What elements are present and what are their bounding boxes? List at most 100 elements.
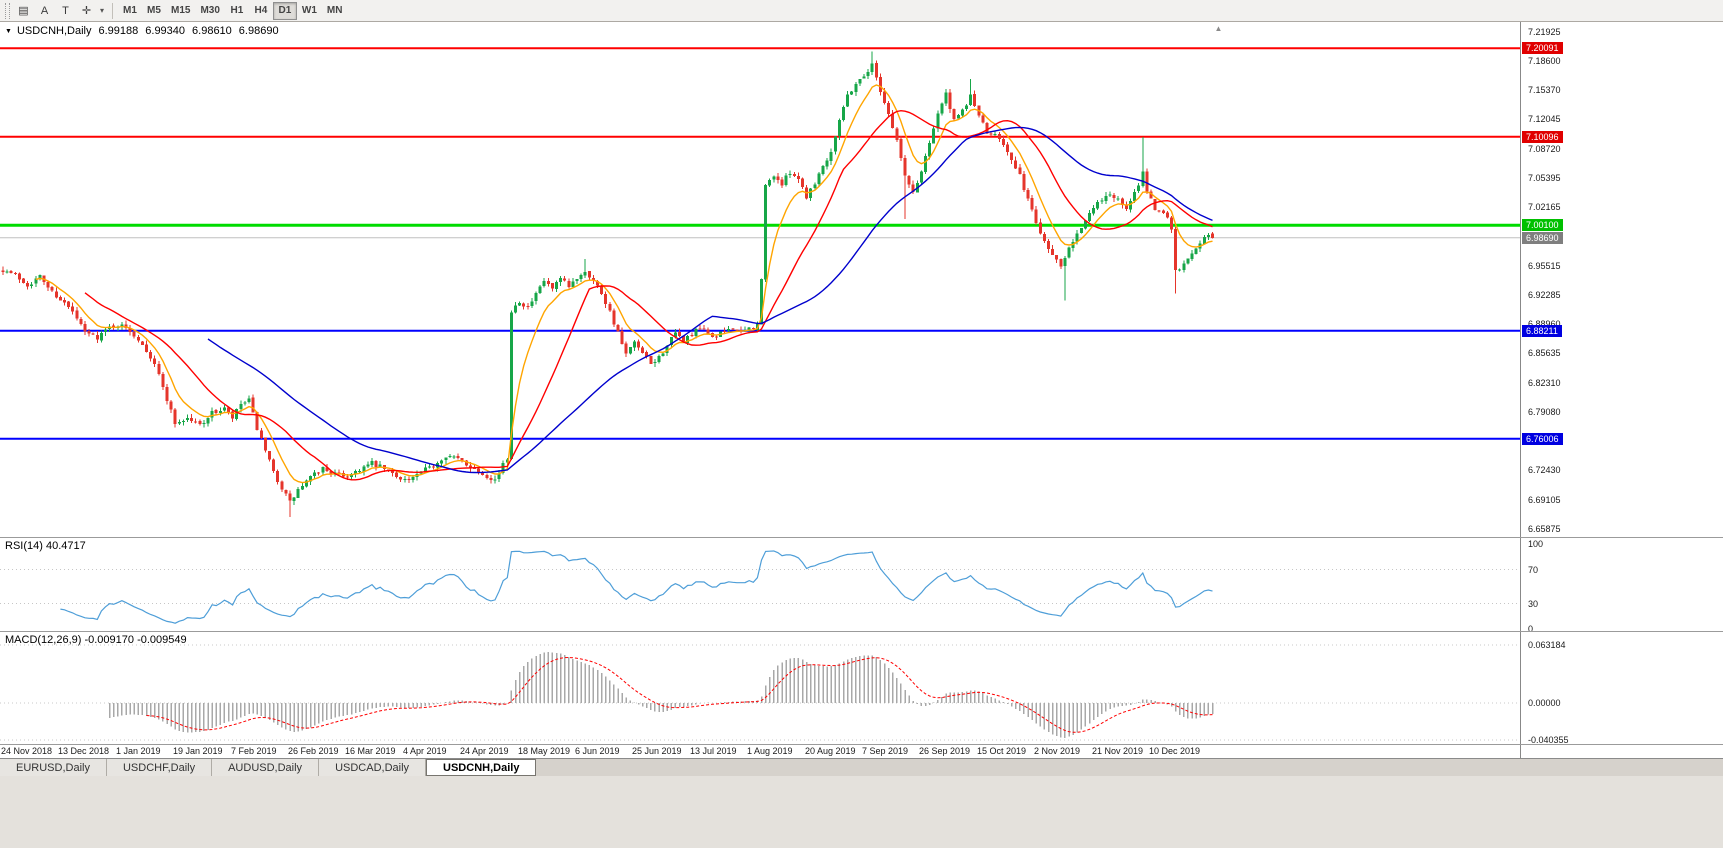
date-label: 24 Apr 2019 <box>460 746 509 756</box>
date-label: 20 Aug 2019 <box>805 746 856 756</box>
macd-canvas[interactable] <box>0 632 1520 744</box>
date-label: 10 Dec 2019 <box>1149 746 1201 756</box>
symbol-dropdown-icon[interactable]: ▼ <box>5 27 12 35</box>
charts-list-icon[interactable]: ▤ <box>18 5 29 17</box>
date-label: 7 Feb 2019 <box>231 746 277 756</box>
price-tick: 6.95515 <box>1528 261 1561 271</box>
date-label: 19 Jan 2019 <box>173 746 223 756</box>
date-label: 25 Jun 2019 <box>632 746 682 756</box>
date-label: 16 Mar 2019 <box>345 746 396 756</box>
symbol-label: USDCNH,Daily <box>16 25 92 37</box>
price-label-7.20091: 7.20091 <box>1522 42 1563 54</box>
time-axis-labels: 24 Nov 2018 13 Dec 2018 1 Jan 2019 19 Jan 2… <box>0 745 1520 758</box>
rsi-line <box>60 550 1213 624</box>
price-tick: 6.69105 <box>1528 495 1561 505</box>
timeframe-button-d1[interactable]: D1 <box>272 1 297 20</box>
price-tick: 6.72430 <box>1528 465 1561 475</box>
price-tick: 6.88960 <box>1528 319 1561 329</box>
tab-usdcnh[interactable]: USDCNH,Daily <box>426 759 537 776</box>
rsi-plot[interactable]: RSI(14) 40.4717 <box>0 538 1520 631</box>
price-tick: 6.85635 <box>1528 348 1561 358</box>
chart-tabs: EURUSD,Daily USDCHF,Daily AUDUSD,Daily USDC… <box>0 758 1723 776</box>
date-label: 21 Nov 2019 <box>1092 746 1144 756</box>
macd-label: MACD(12,26,9) -0.009170 -0.009549 <box>5 634 187 646</box>
macd-tick: 0.063184 <box>1528 640 1566 650</box>
crosshair-tool-icon[interactable]: ✛ <box>81 5 92 17</box>
tab-usdchf[interactable]: USDCHF,Daily <box>106 759 213 776</box>
main-chart-canvas[interactable] <box>0 22 1520 537</box>
crosshair-dropdown-icon[interactable]: ▾ <box>99 6 104 15</box>
macd-plot[interactable]: MACD(12,26,9) -0.009170 -0.009549 <box>0 632 1520 744</box>
date-label: 6 Jun 2019 <box>575 746 620 756</box>
time-axis-corner <box>1520 745 1723 758</box>
price-tick: 7.21925 <box>1528 27 1561 37</box>
macd-tick: 0.00000 <box>1528 698 1561 708</box>
arrow-tool-icon[interactable]: A <box>40 4 49 17</box>
window-background <box>0 776 1723 848</box>
current-price-label: 6.98690 <box>1522 232 1563 244</box>
main-chart-panel: ▼ USDCNH,Daily 6.99188 6.99340 6.98610 6… <box>0 22 1723 537</box>
price-axis[interactable]: 7.21925 7.18600 7.15370 7.12045 7.08720 7.053… <box>1520 22 1723 537</box>
price-label-6.88211: 6.88211 <box>1522 325 1562 337</box>
price-tick: 7.12045 <box>1528 114 1561 124</box>
price-tick: 6.82310 <box>1528 378 1561 388</box>
price-tick: 6.79080 <box>1528 407 1561 417</box>
tab-usdcad[interactable]: USDCAD,Daily <box>319 759 427 776</box>
timeframe-button-m5[interactable]: M5 <box>147 5 161 16</box>
price-tick: 7.02165 <box>1528 202 1561 212</box>
ma-mid-line <box>84 109 1213 481</box>
date-label: 4 Apr 2019 <box>403 746 447 756</box>
timeframe-button-w1[interactable]: W1 <box>301 5 317 16</box>
rsi-label: RSI(14) 40.4717 <box>5 540 86 552</box>
date-label: 1 Jan 2019 <box>116 746 161 756</box>
macd-tick: -0.040355 <box>1528 735 1569 744</box>
macd-axis[interactable]: 0.063184 0.00000 -0.040355 <box>1520 632 1723 744</box>
price-label-6.76006: 6.76006 <box>1522 433 1563 445</box>
ohlc-open: 6.99188 <box>98 25 139 37</box>
timeframe-button-h4[interactable]: H4 <box>254 5 268 16</box>
toolbar: ▤ A T ✛ ▾ M1 M5 M15 M30 H1 H4 D1 W1 MN <box>0 0 1723 22</box>
date-label: 15 Oct 2019 <box>977 746 1027 756</box>
macd-histogram <box>108 651 1214 738</box>
main-chart-plot[interactable]: ▼ USDCNH,Daily 6.99188 6.99340 6.98610 6… <box>0 22 1520 537</box>
date-label: 24 Nov 2018 <box>1 746 53 756</box>
timeframe-button-h1[interactable]: H1 <box>230 5 244 16</box>
rsi-canvas[interactable] <box>0 538 1520 631</box>
ohlc-high: 6.99340 <box>145 25 186 37</box>
price-tick: 7.08720 <box>1528 144 1561 154</box>
price-label-7.00100: 7.00100 <box>1522 219 1563 231</box>
price-label-7.10096: 7.10096 <box>1522 131 1563 143</box>
date-label: 13 Dec 2018 <box>58 746 110 756</box>
candlesticks <box>1 51 1214 517</box>
ohlc-low: 6.98610 <box>192 25 232 37</box>
price-tick: 6.65875 <box>1528 524 1561 534</box>
date-label: 13 Jul 2019 <box>690 746 737 756</box>
toolbar-separator <box>112 2 113 19</box>
timeframe-button-m1[interactable]: M1 <box>123 5 137 16</box>
rsi-tick: 0 <box>1528 624 1534 631</box>
price-tick: 7.15370 <box>1528 85 1561 95</box>
tab-eurusd[interactable]: EURUSD,Daily <box>0 759 107 776</box>
date-label: 26 Sep 2019 <box>919 746 971 756</box>
price-tick: 6.92285 <box>1528 290 1561 300</box>
timeframe-button-mn[interactable]: MN <box>326 5 343 16</box>
chart-shift-marker-icon: ▲ <box>1214 24 1223 33</box>
price-tick: 7.05395 <box>1528 173 1561 183</box>
date-label: 26 Feb 2019 <box>288 746 339 756</box>
date-label: 1 Aug 2019 <box>747 746 793 756</box>
macd-panel: MACD(12,26,9) -0.009170 -0.009549 0.0631… <box>0 631 1723 744</box>
ma-slow-line <box>207 126 1213 474</box>
text-tool-icon[interactable]: T <box>62 4 69 17</box>
rsi-axis[interactable]: 100 70 30 0 <box>1520 538 1723 631</box>
rsi-tick: 100 <box>1528 539 1544 549</box>
timeframe-button-m15[interactable]: M15 <box>171 5 191 16</box>
rsi-panel: RSI(14) 40.4717 100 70 30 0 <box>0 537 1723 631</box>
timeframe-button-m30[interactable]: M30 <box>200 5 220 16</box>
time-axis[interactable]: 24 Nov 2018 13 Dec 2018 1 Jan 2019 19 Jan 2… <box>0 744 1723 758</box>
date-label: 18 May 2019 <box>518 746 571 756</box>
macd-signal-line <box>146 656 1213 733</box>
ohlc-close: 6.98690 <box>238 25 279 37</box>
tab-audusd[interactable]: AUDUSD,Daily <box>212 759 320 776</box>
toolbar-grip[interactable] <box>5 2 10 19</box>
